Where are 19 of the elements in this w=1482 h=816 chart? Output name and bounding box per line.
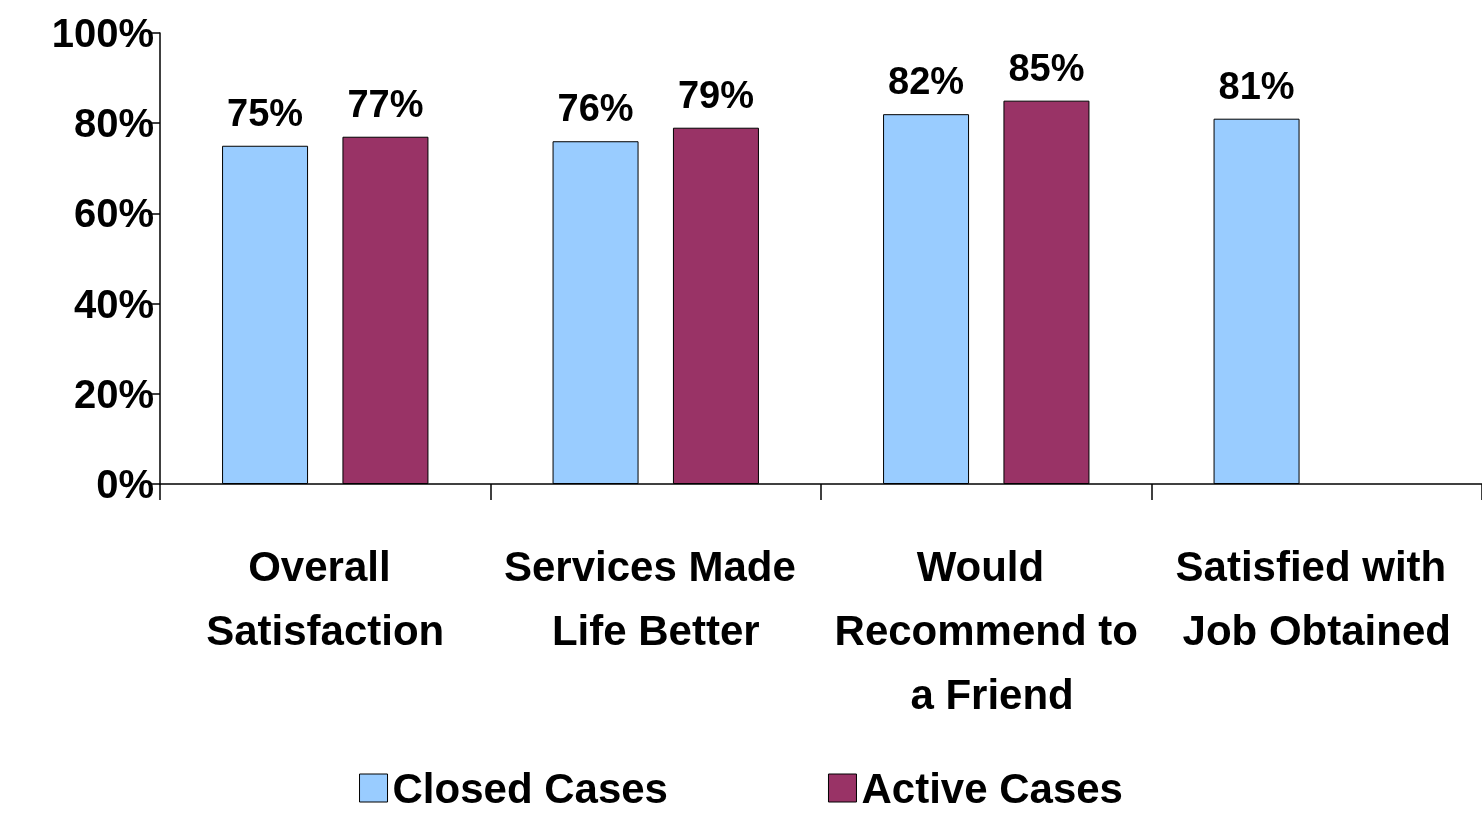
- y-tick-label: 0%: [96, 462, 154, 506]
- legend-label: Active Cases: [861, 764, 1123, 812]
- y-tick-label: 80%: [73, 101, 154, 146]
- data-label: 76%: [557, 87, 634, 130]
- data-label: 79%: [677, 73, 754, 116]
- x-tick-label: Services Made Life Better: [503, 542, 808, 654]
- legend-label: Closed Cases: [392, 764, 668, 812]
- x-tick-label: Satisfied with Job Obtained: [1175, 542, 1458, 654]
- data-label: 82%: [888, 60, 965, 103]
- y-tick-label: 100%: [51, 11, 154, 55]
- x-tick-label: Overall Satisfaction: [206, 542, 445, 654]
- y-tick-label: 20%: [73, 371, 154, 416]
- y-tick-label: 60%: [73, 191, 154, 236]
- x-tick-label: Would Recommend to a Friend: [834, 542, 1138, 718]
- data-label: 81%: [1218, 64, 1295, 107]
- data-label: 85%: [1008, 46, 1085, 89]
- data-label: 75%: [227, 91, 304, 134]
- y-tick-label: 40%: [73, 281, 154, 326]
- data-label: 77%: [347, 82, 424, 125]
